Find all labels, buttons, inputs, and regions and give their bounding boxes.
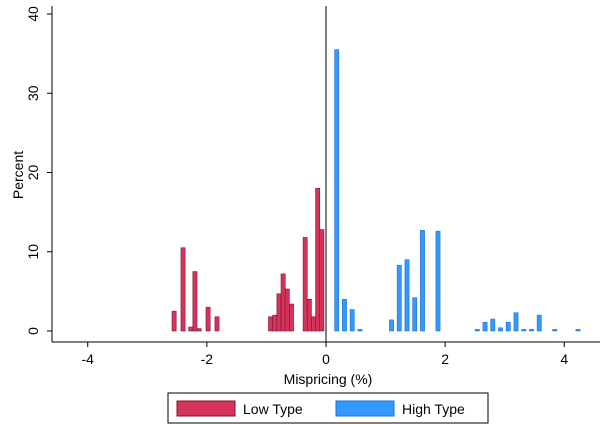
legend: Low Type High Type	[167, 392, 489, 424]
axes-layer: 0 10 20 30 40 -4 -2 0 2 4	[25, 6, 600, 367]
bar-high-14	[505, 321, 511, 332]
y-tick-label-10: 10	[25, 244, 41, 260]
x-axis-title: Mispricing (%)	[284, 371, 373, 387]
bar-high-0	[334, 49, 340, 332]
x-tick-label--4: -4	[82, 351, 95, 367]
bar-low-16	[315, 188, 321, 332]
bar-low-17	[319, 229, 325, 332]
y-tick-label-0: 0	[25, 327, 41, 335]
legend-label-high: High Type	[402, 401, 465, 417]
bar-low-7	[268, 316, 273, 332]
bar-low-13	[302, 237, 308, 332]
bar-high-2	[349, 309, 355, 332]
bar-high-1	[342, 298, 347, 332]
bar-low-8	[272, 314, 278, 332]
y-tick-label-20: 20	[25, 165, 41, 181]
bar-high-10	[474, 329, 480, 332]
y-axis-title: Percent	[10, 151, 26, 199]
y-tick-label-30: 30	[25, 85, 41, 101]
bar-low-3	[192, 271, 198, 332]
bar-low-2	[188, 326, 194, 332]
bar-high-7	[412, 297, 418, 332]
legend-label-low: Low Type	[243, 401, 303, 417]
bar-high-4	[389, 319, 394, 332]
bar-high-13	[498, 327, 503, 332]
x-tick-label-2: 2	[441, 351, 449, 367]
bar-low-9	[276, 293, 282, 332]
bar-high-12	[490, 318, 496, 332]
bar-high-19	[552, 329, 558, 332]
bar-high-15	[513, 312, 519, 332]
bar-high-18	[536, 314, 542, 332]
bar-high-5	[396, 264, 402, 332]
x-tick-label-4: 4	[560, 351, 568, 367]
bar-low-1	[180, 247, 186, 332]
bar-high-6	[404, 259, 410, 332]
bar-high-20	[575, 329, 581, 332]
bar-low-15	[311, 316, 316, 332]
bar-low-6	[214, 316, 220, 332]
bar-high-11	[482, 321, 488, 332]
bar-low-10	[280, 273, 286, 332]
x-tick-label-0: 0	[322, 351, 330, 367]
x-tick-label--2: -2	[201, 351, 214, 367]
bar-high-3	[357, 329, 363, 332]
bar-high-16	[521, 329, 527, 332]
bar-low-0	[171, 310, 177, 332]
bar-high-8	[420, 230, 425, 332]
bar-low-12	[289, 303, 294, 332]
bar-high-9	[435, 230, 441, 332]
y-tick-label-40: 40	[25, 6, 41, 22]
bar-low-5	[205, 306, 211, 332]
bar-high-17	[529, 329, 534, 332]
bars-layer	[171, 49, 581, 332]
bar-low-4	[196, 328, 202, 332]
legend-swatch-high	[335, 400, 395, 417]
bar-low-14	[306, 298, 312, 332]
bar-low-11	[284, 288, 290, 332]
legend-swatch-low	[176, 400, 236, 417]
